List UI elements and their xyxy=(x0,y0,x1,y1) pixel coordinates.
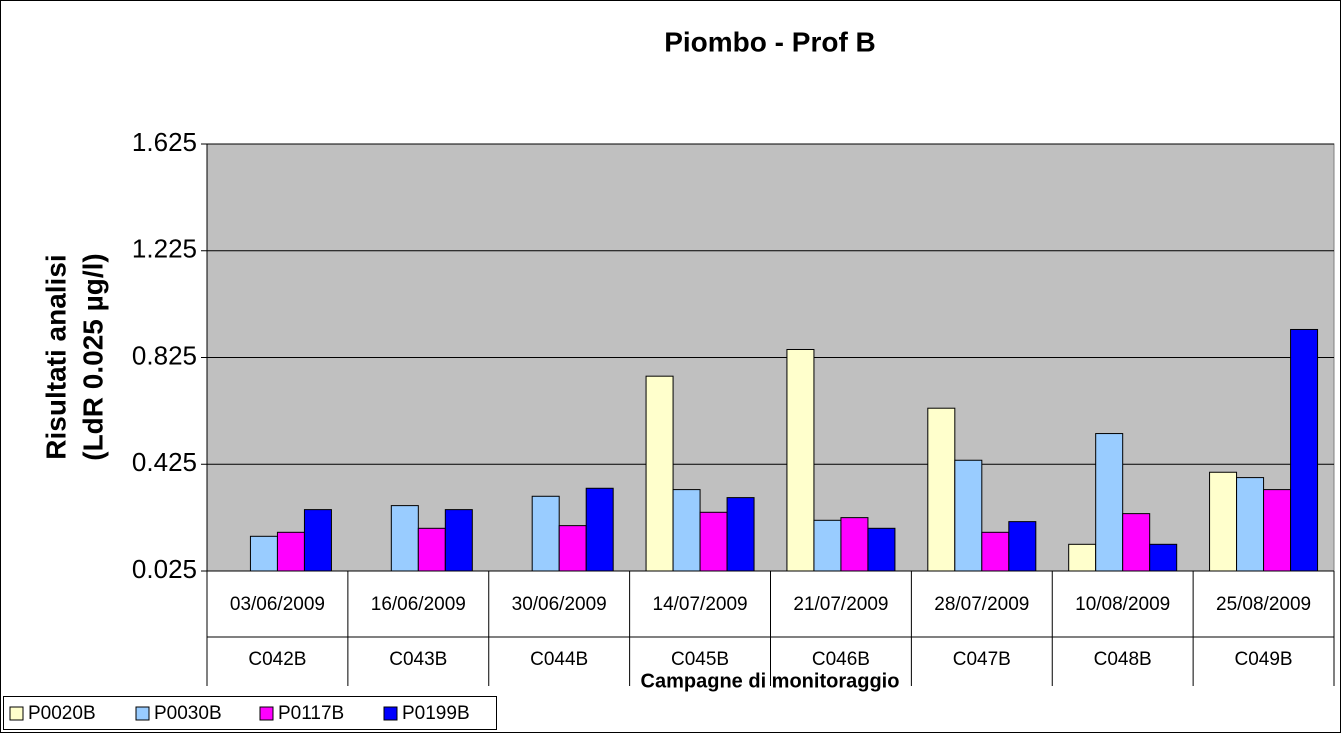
x-subcategory-label: C042B xyxy=(248,649,306,670)
bar xyxy=(531,495,560,572)
bar xyxy=(927,407,956,572)
bar xyxy=(981,531,1010,572)
bar xyxy=(867,527,896,572)
legend-label: P0199B xyxy=(402,703,470,724)
bar xyxy=(1263,489,1292,572)
x-tick-label: 10/08/2009 xyxy=(1075,594,1170,615)
bar xyxy=(954,459,983,572)
x-tick-label: 30/06/2009 xyxy=(512,594,607,615)
bar xyxy=(1122,513,1151,572)
legend-label: P0030B xyxy=(154,703,222,724)
bar xyxy=(249,535,278,572)
y-axis-label: (LdR 0.025 µg/l) xyxy=(77,253,108,461)
bar xyxy=(1149,543,1178,572)
bar xyxy=(672,489,701,572)
x-subcategory-label: C048B xyxy=(1094,649,1152,670)
x-subcategory-label: C047B xyxy=(953,649,1011,670)
bar xyxy=(1068,543,1097,572)
bar xyxy=(417,527,446,572)
bar xyxy=(840,517,869,572)
bar xyxy=(1095,433,1124,572)
x-tick-label: 16/06/2009 xyxy=(371,594,466,615)
bar xyxy=(786,348,815,572)
legend-swatch xyxy=(135,706,150,721)
x-subcategory-label: C044B xyxy=(530,649,588,670)
bar xyxy=(585,487,614,572)
bar xyxy=(1236,477,1265,572)
bar xyxy=(390,505,419,572)
y-tick-label: 0.825 xyxy=(132,340,197,370)
legend-swatch xyxy=(383,706,398,721)
bar xyxy=(303,509,332,572)
x-tick-label: 21/07/2009 xyxy=(793,594,888,615)
bar xyxy=(1209,471,1238,572)
bar xyxy=(558,525,587,572)
bar xyxy=(645,375,674,572)
x-subcategory-label: C045B xyxy=(671,649,729,670)
bar xyxy=(444,509,473,572)
x-subcategory-label: C043B xyxy=(389,649,447,670)
y-tick-label: 0.025 xyxy=(132,554,197,584)
bar xyxy=(276,531,305,572)
x-subcategory-label: C046B xyxy=(812,649,870,670)
x-subcategory-label: C049B xyxy=(1235,649,1293,670)
bar xyxy=(1008,521,1037,572)
bar xyxy=(813,519,842,572)
bar xyxy=(726,497,755,572)
x-tick-label: 14/07/2009 xyxy=(653,594,748,615)
bar xyxy=(1290,328,1319,572)
legend xyxy=(3,696,497,730)
legend-label: P0020B xyxy=(28,703,96,724)
bar xyxy=(699,511,728,572)
y-tick-label: 1.225 xyxy=(132,234,197,264)
y-tick-label: 0.425 xyxy=(132,447,197,477)
legend-swatch xyxy=(259,706,274,721)
x-tick-label: 03/06/2009 xyxy=(230,594,325,615)
x-tick-label: 28/07/2009 xyxy=(934,594,1029,615)
y-tick-label: 1.625 xyxy=(132,127,197,157)
chart-title: Piombo - Prof B xyxy=(664,26,876,57)
legend-label: P0117B xyxy=(278,703,344,724)
x-tick-label: 25/08/2009 xyxy=(1216,594,1311,615)
legend-swatch xyxy=(9,706,24,721)
y-axis-label: Risultati analisi xyxy=(40,254,71,459)
